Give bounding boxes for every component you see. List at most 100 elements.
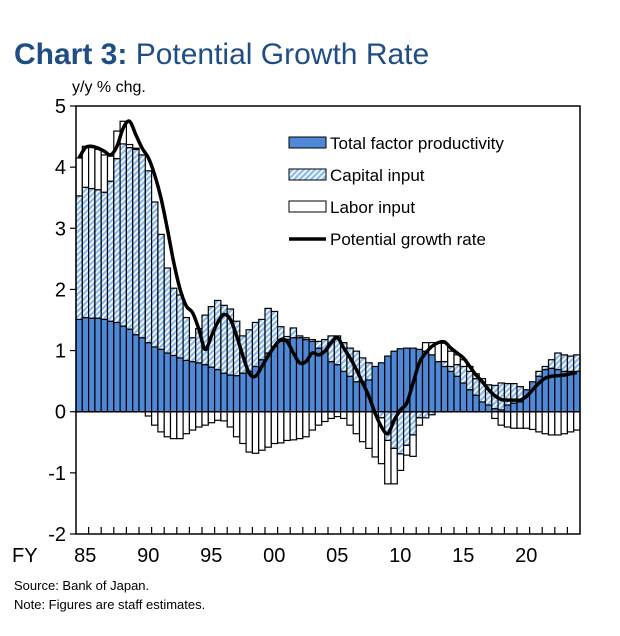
bar-tfp bbox=[239, 372, 247, 413]
bar-capital bbox=[560, 354, 568, 372]
bar-labor bbox=[125, 143, 134, 149]
bar-tfp bbox=[340, 370, 348, 413]
legend-swatch-labor bbox=[288, 200, 327, 213]
bar-tfp bbox=[390, 350, 398, 413]
bar-tfp bbox=[163, 352, 172, 413]
bar-labor bbox=[264, 411, 272, 448]
bar-capital bbox=[547, 359, 556, 369]
bar-labor bbox=[277, 411, 285, 444]
bar-tfp bbox=[352, 381, 361, 413]
bar-capital bbox=[258, 318, 266, 361]
bar-capital bbox=[415, 411, 424, 419]
bar-tfp bbox=[125, 328, 134, 413]
bar-capital bbox=[573, 354, 581, 372]
bar-tfp bbox=[459, 382, 468, 413]
bar-capital bbox=[472, 378, 480, 396]
bar-tfp bbox=[188, 360, 197, 413]
bar-labor bbox=[132, 147, 140, 151]
bar-tfp bbox=[151, 346, 159, 413]
bar-capital bbox=[440, 360, 449, 368]
bar-labor bbox=[497, 411, 506, 426]
legend: Total factor productivity Capital input … bbox=[288, 134, 504, 249]
bar-tfp bbox=[87, 317, 96, 413]
bar-labor bbox=[340, 411, 348, 420]
y-axis-label: y/y % chg. bbox=[72, 79, 146, 96]
bar-capital bbox=[535, 370, 543, 377]
bar-capital bbox=[163, 267, 172, 354]
bar-capital bbox=[396, 411, 405, 455]
y-tick-label: 3 bbox=[55, 218, 66, 240]
legend-label-capital: Capital input bbox=[330, 166, 425, 185]
bar-labor bbox=[409, 434, 417, 457]
bar-tfp bbox=[75, 318, 83, 413]
legend-swatch-tfp bbox=[288, 136, 327, 149]
bar-labor bbox=[396, 453, 405, 472]
potential-growth-line bbox=[77, 119, 578, 436]
bar-labor bbox=[195, 411, 203, 428]
bar-labor bbox=[75, 157, 83, 197]
bar-labor bbox=[226, 411, 235, 428]
bar-labor bbox=[220, 411, 228, 422]
bar-capital bbox=[132, 148, 140, 336]
bar-capital bbox=[214, 299, 222, 371]
bar-capital bbox=[144, 170, 153, 344]
bar-tfp bbox=[377, 362, 386, 413]
bar-labor bbox=[573, 411, 581, 431]
bar-capital bbox=[188, 337, 197, 363]
bar-labor bbox=[163, 411, 172, 438]
bar-capital bbox=[87, 187, 96, 319]
bar-tfp bbox=[144, 342, 153, 413]
x-tick-label: 15 bbox=[452, 545, 474, 567]
bar-tfp bbox=[182, 359, 191, 413]
bar-tfp bbox=[321, 350, 329, 413]
bar-capital bbox=[377, 411, 386, 419]
bar-tfp bbox=[478, 401, 487, 413]
bar-tfp bbox=[207, 366, 216, 413]
bar-tfp bbox=[277, 340, 285, 413]
bar-labor bbox=[214, 411, 222, 421]
bar-tfp bbox=[466, 389, 474, 413]
chart-title: Chart 3: Potential Growth Rate bbox=[14, 38, 429, 72]
bar-capital bbox=[453, 364, 461, 377]
bar-capital bbox=[466, 370, 474, 391]
bar-labor bbox=[169, 411, 178, 440]
bar-labor bbox=[510, 411, 518, 429]
bar-capital bbox=[125, 146, 134, 330]
y-tick-label: 4 bbox=[55, 157, 66, 179]
bar-tfp bbox=[106, 320, 115, 413]
bar-labor bbox=[283, 411, 291, 442]
bar-tfp bbox=[214, 368, 222, 413]
bar-capital bbox=[119, 143, 127, 327]
x-tick-label: 20 bbox=[515, 545, 537, 567]
bar-capital bbox=[421, 411, 430, 419]
bar-labor bbox=[308, 411, 317, 431]
bar-tfp bbox=[176, 357, 184, 413]
bar-tfp bbox=[314, 347, 323, 413]
bar-capital bbox=[365, 362, 373, 381]
bar-tfp bbox=[232, 375, 241, 413]
bar-labor bbox=[321, 411, 329, 423]
bar-labor bbox=[516, 411, 524, 429]
bar-tfp bbox=[384, 355, 392, 413]
bar-capital bbox=[554, 352, 562, 371]
bar-labor bbox=[258, 411, 266, 451]
bar-labor bbox=[528, 411, 537, 431]
bar-tfp bbox=[201, 364, 209, 413]
bar-tfp bbox=[195, 362, 203, 413]
bar-labor bbox=[251, 411, 260, 454]
bar-tfp bbox=[327, 360, 335, 413]
bar-capital bbox=[75, 195, 83, 320]
bar-labor bbox=[188, 411, 197, 431]
bar-tfp bbox=[516, 401, 524, 413]
bar-labor bbox=[100, 154, 109, 193]
bar-capital bbox=[447, 365, 455, 372]
bar-labor bbox=[201, 411, 209, 426]
bar-tfp bbox=[113, 321, 121, 413]
y-tick-label: 1 bbox=[55, 341, 66, 363]
bar-labor bbox=[365, 411, 373, 450]
bar-capital bbox=[403, 411, 411, 446]
bar-labor bbox=[566, 411, 575, 433]
bar-capital bbox=[308, 338, 317, 342]
bar-capital bbox=[295, 335, 304, 339]
